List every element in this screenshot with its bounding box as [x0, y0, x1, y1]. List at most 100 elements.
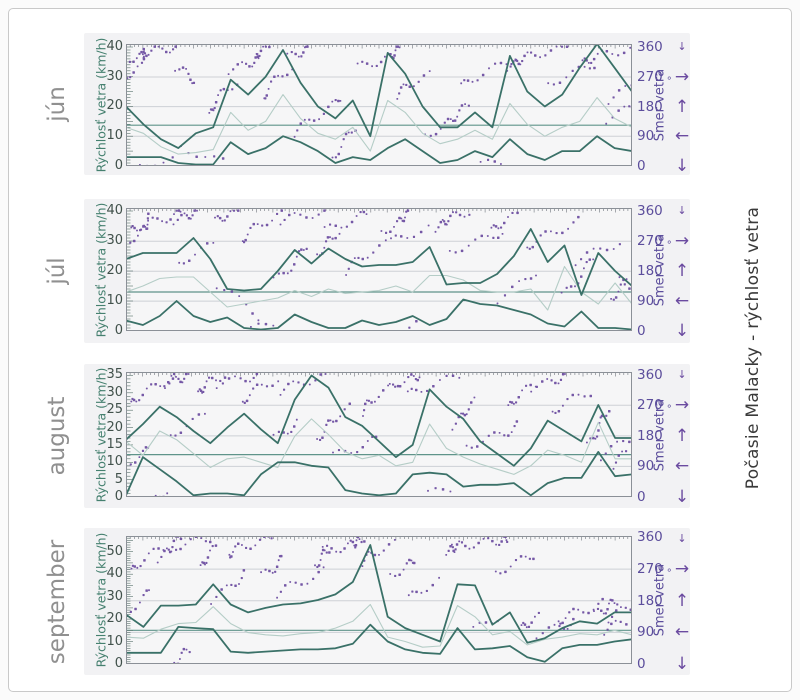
plot-frame	[126, 44, 632, 166]
direction-scatter	[126, 372, 632, 497]
speed-tick-label: 20	[106, 263, 123, 278]
speed-tick-label: 30	[106, 588, 123, 604]
direction-tick-label: 0	[637, 323, 646, 339]
plot-background	[126, 536, 632, 664]
speed-tick-label: 10	[106, 293, 123, 308]
speed-tick-label: 10	[106, 128, 123, 144]
plot-frame	[126, 208, 632, 331]
speed-axis-minor-ticks	[126, 208, 133, 331]
degree-symbol: °	[666, 75, 672, 87]
direction-arrow-360: ↓	[677, 532, 687, 545]
direction-tick-label: 180	[637, 98, 663, 115]
speed-tick-label: 20	[106, 98, 123, 114]
direction-arrow-270: →	[674, 66, 690, 87]
speed-tick-label: 40	[106, 203, 123, 218]
speed-tick-label: 40	[106, 566, 123, 582]
plot-background	[126, 44, 632, 166]
direction-arrow-90: ←	[674, 622, 690, 643]
wind-speed-min-line	[126, 451, 632, 497]
chart-august	[126, 372, 632, 497]
direction-axis-title: Smer vetra	[652, 398, 668, 471]
direction-tick-label: 360	[637, 39, 663, 56]
direction-scatter	[126, 536, 632, 664]
direction-tick-label: 0	[637, 158, 646, 174]
wind-speed-max-line	[126, 374, 632, 467]
chart-september	[126, 536, 632, 664]
month-label-júl: júl	[44, 257, 70, 285]
direction-axis-title: Smer vetra	[652, 563, 668, 637]
direction-scatter	[126, 45, 632, 166]
direction-arrow-90: ←	[674, 126, 690, 147]
plot-background	[126, 372, 632, 497]
direction-tick-label: 270 °	[637, 397, 672, 416]
plot-frame	[126, 536, 632, 664]
speed-tick-label: 20	[106, 419, 123, 435]
direction-arrow-180: ↑	[674, 425, 690, 446]
panel-august: Rýchlosť vetra (km/h) 0 5 10 15 20 25 30 35 0 90 18…	[84, 364, 690, 508]
direction-arrow-360: ↓	[677, 204, 687, 217]
speed-tick-label: 40	[106, 38, 123, 54]
chart-jún	[126, 44, 632, 166]
direction-tick-label: 270 °	[637, 68, 672, 87]
direction-tick-label: 90	[637, 624, 655, 641]
plot-background	[126, 208, 632, 331]
direction-arrow-90: ←	[674, 291, 690, 312]
wind-chart-svg	[126, 536, 632, 664]
direction-tick-label: 360	[637, 203, 663, 220]
wind-speed-avg-line	[126, 603, 632, 648]
direction-arrow-0: ↓	[674, 321, 690, 341]
wind-speed-min-line	[126, 298, 632, 331]
direction-arrow-0: ↓	[674, 487, 690, 507]
wind-speed-avg-line	[126, 265, 632, 311]
wind-speed-avg-line	[126, 418, 632, 475]
direction-tick-label: 90	[637, 458, 655, 475]
speed-tick-label: 0	[114, 656, 123, 671]
direction-tick-label: 90	[637, 128, 655, 145]
direction-axis-title: Smer vetra	[652, 233, 668, 306]
direction-tick-label: 0	[637, 489, 646, 505]
month-label-august: august	[44, 396, 70, 476]
speed-tick-label: 20	[106, 611, 123, 627]
wind-speed-max-line	[126, 44, 632, 149]
wind-chart-svg	[126, 372, 632, 497]
direction-tick-label: 270 °	[637, 561, 672, 580]
speed-tick-label: 30	[106, 233, 123, 248]
degree-symbol: °	[666, 568, 672, 580]
panel-júl: Rýchlosť vetra (km/h) 0 10 20 30 40 0 90 180 270 °…	[84, 199, 690, 343]
chart-júl	[126, 208, 632, 331]
wind-speed-min-line	[126, 623, 632, 663]
speed-tick-label: 50	[106, 543, 123, 559]
direction-arrow-180: ↑	[674, 590, 690, 611]
direction-arrow-180: ↑	[674, 261, 690, 282]
speed-tick-label: 0	[114, 489, 123, 504]
direction-arrow-90: ←	[674, 456, 690, 477]
direction-tick-label: 0	[637, 656, 646, 672]
direction-tick-label: 360	[637, 366, 663, 383]
direction-tick-label: 360	[637, 529, 663, 546]
direction-tick-label: 180	[637, 427, 663, 444]
speed-tick-label: 5	[114, 471, 123, 487]
speed-tick-label: 30	[106, 384, 123, 400]
direction-arrow-0: ↓	[674, 654, 690, 674]
speed-tick-label: 35	[106, 367, 123, 383]
wind-chart-svg	[126, 44, 632, 166]
speed-tick-label: 10	[106, 633, 123, 649]
direction-tick-label: 180	[637, 263, 663, 280]
degree-symbol: °	[666, 240, 672, 252]
direction-arrow-270: →	[674, 559, 690, 580]
direction-arrow-180: ↑	[674, 96, 690, 117]
speed-tick-label: 0	[114, 323, 123, 338]
degree-symbol: °	[666, 404, 672, 416]
direction-tick-label: 90	[637, 293, 655, 310]
direction-axis-title: Smer vetra	[652, 68, 668, 142]
wind-speed-max-line	[126, 228, 632, 296]
wind-speed-avg-line	[126, 94, 632, 155]
direction-arrow-270: →	[674, 231, 690, 252]
speed-tick-label: 10	[106, 454, 123, 470]
page-title: Počasie Malacky - rýchlosť vetra	[743, 206, 763, 490]
speed-tick-label: 25	[106, 402, 123, 418]
direction-tick-label: 270 °	[637, 233, 672, 252]
panel-september: Rýchlosť vetra (km/h) 0 10 20 30 40 50 0 90 180 27…	[84, 528, 690, 675]
plot-frame	[126, 372, 632, 497]
wind-speed-max-line	[126, 544, 632, 644]
